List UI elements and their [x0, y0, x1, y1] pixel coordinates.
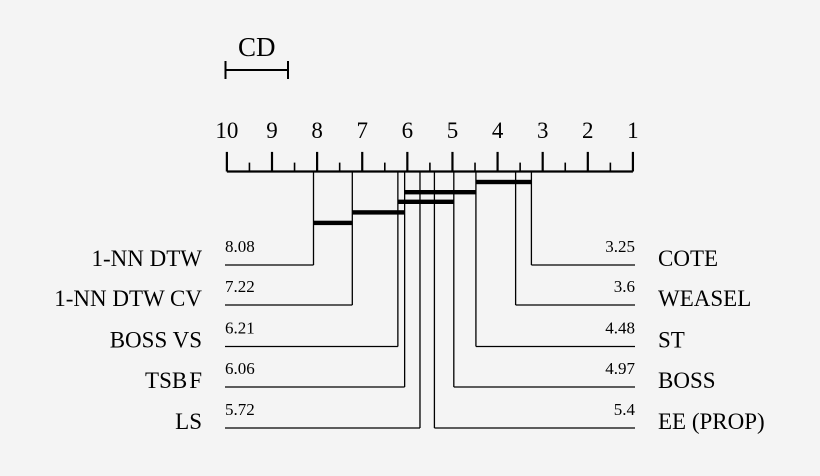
svg-text:5.72: 5.72 — [225, 400, 255, 419]
svg-text:3: 3 — [537, 118, 549, 143]
svg-text:LS: LS — [175, 409, 202, 434]
svg-text:7.22: 7.22 — [225, 277, 255, 296]
svg-text:BOSS: BOSS — [658, 368, 716, 393]
svg-text:8.08: 8.08 — [225, 237, 255, 256]
svg-text:6.21: 6.21 — [225, 319, 255, 338]
svg-text:1-NN DTW: 1-NN DTW — [92, 246, 203, 271]
svg-text:3.6: 3.6 — [614, 277, 635, 296]
svg-text:COTE: COTE — [658, 246, 718, 271]
svg-text:EE (PROP): EE (PROP) — [658, 409, 765, 434]
svg-text:4.97: 4.97 — [605, 359, 635, 378]
svg-text:CD: CD — [238, 32, 276, 62]
svg-text:5: 5 — [447, 118, 459, 143]
svg-text:1: 1 — [627, 118, 639, 143]
svg-text:8: 8 — [311, 118, 323, 143]
svg-text:6: 6 — [402, 118, 414, 143]
svg-text:4.48: 4.48 — [605, 319, 635, 338]
svg-text:6.06: 6.06 — [225, 359, 255, 378]
svg-text:1-NN DTW CV: 1-NN DTW CV — [54, 286, 202, 311]
svg-text:TSBF: TSBF — [145, 368, 202, 393]
svg-text:10: 10 — [215, 118, 238, 143]
svg-text:4: 4 — [492, 118, 504, 143]
svg-text:ST: ST — [658, 328, 685, 353]
svg-text:7: 7 — [356, 118, 368, 143]
svg-text:WEASEL: WEASEL — [658, 286, 751, 311]
svg-text:9: 9 — [266, 118, 278, 143]
svg-text:2: 2 — [582, 118, 594, 143]
svg-text:5.4: 5.4 — [614, 400, 636, 419]
svg-text:3.25: 3.25 — [605, 237, 635, 256]
svg-text:BOSS VS: BOSS VS — [110, 328, 202, 353]
